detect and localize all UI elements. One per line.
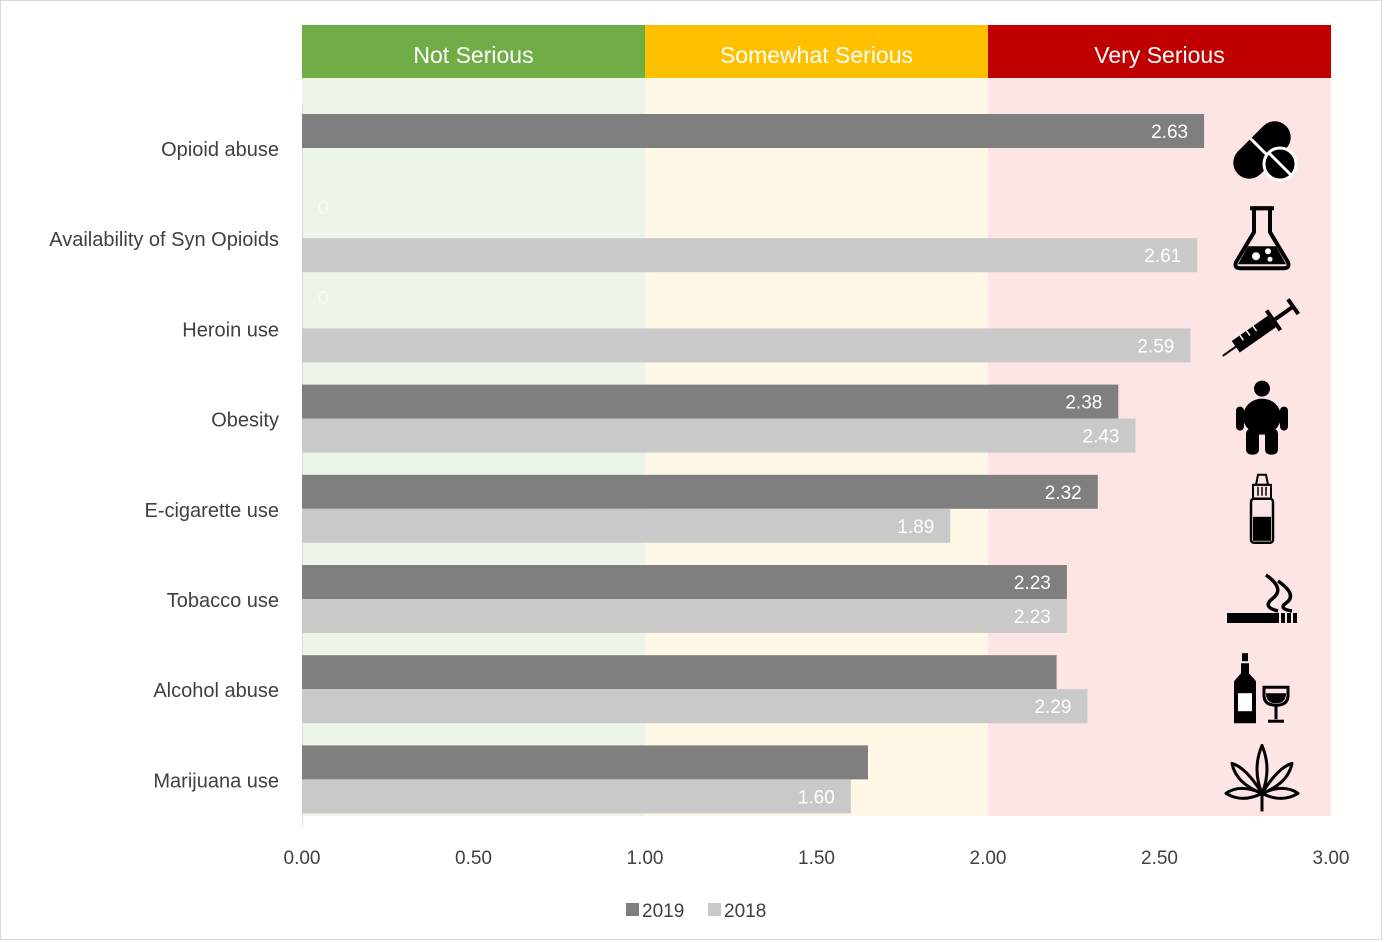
- syringe-plunger-head: [1286, 298, 1300, 316]
- x-tick-label: 2.50: [1141, 848, 1178, 869]
- flask-icon: [1233, 206, 1291, 271]
- person-leg: [1246, 428, 1259, 455]
- data-label-2019: 0: [318, 198, 329, 219]
- bar-2018: [302, 328, 1191, 363]
- data-label-2018: 2.59: [1137, 336, 1174, 357]
- syringe-tick: [1239, 334, 1245, 341]
- bar-2019: [302, 114, 1205, 148]
- bar-2018: [302, 779, 851, 814]
- smoke-line: [1276, 579, 1293, 613]
- syringe-tick: [1245, 330, 1251, 337]
- bar-2019: [302, 745, 868, 780]
- cigarette-body: [1227, 613, 1279, 623]
- pills-icon: [1233, 121, 1298, 182]
- flask-bubble: [1267, 256, 1273, 262]
- x-tick-label: 0.00: [284, 848, 321, 869]
- category-label: E-cigarette use: [144, 500, 279, 522]
- syringe-plunger: [1273, 304, 1295, 321]
- x-tick-label: 0.50: [455, 848, 492, 869]
- data-label-2019: 2.38: [1065, 393, 1102, 414]
- flask-bubble: [1265, 248, 1271, 255]
- category-label: Alcohol abuse: [153, 680, 279, 702]
- syringe-flange: [1264, 309, 1282, 332]
- band-header: [645, 25, 988, 78]
- data-label-2019: 2.23: [1014, 573, 1051, 594]
- tablet-score: [1267, 151, 1293, 177]
- wine-glass-bowl: [1262, 685, 1290, 707]
- legend-swatch-2018: [708, 903, 721, 916]
- wine-in-glass: [1266, 693, 1286, 704]
- cigarette-tip: [1281, 613, 1285, 623]
- data-label-2018: 2.61: [1144, 246, 1181, 267]
- person-arm: [1280, 406, 1288, 431]
- category-label: Obesity: [211, 410, 279, 432]
- flask-bubble: [1252, 252, 1260, 261]
- bar-2018: [302, 599, 1067, 633]
- person-torso: [1243, 398, 1281, 435]
- person-leg: [1265, 428, 1278, 455]
- flask-outline: [1233, 206, 1291, 271]
- category-label: Marijuana use: [153, 770, 279, 792]
- cigarette-icon: [1227, 573, 1297, 623]
- category-label: Heroin use: [182, 319, 279, 341]
- band-header-label: Somewhat Serious: [720, 42, 913, 68]
- bottle-liquid: [1253, 516, 1271, 541]
- syringe-barrel: [1231, 315, 1276, 353]
- leaf-blade: [1260, 786, 1300, 800]
- bar-2018: [302, 238, 1198, 273]
- wine-bottle-glass-icon: [1234, 653, 1290, 724]
- flask-liquid: [1238, 246, 1286, 265]
- band-header: [988, 25, 1331, 78]
- leaf-blade: [1260, 761, 1294, 795]
- syringe-icon: [1222, 298, 1300, 357]
- data-label-2018: 2.43: [1083, 427, 1120, 448]
- smoke-line: [1264, 573, 1280, 613]
- person-head: [1254, 380, 1270, 397]
- x-tick-label: 1.00: [627, 848, 664, 869]
- cigarette-tip: [1293, 613, 1297, 623]
- category-label: Opioid abuse: [161, 139, 279, 161]
- x-tick-label: 1.50: [798, 848, 835, 869]
- data-label-2019: 2.32: [1045, 483, 1082, 504]
- category-label: Availability of Syn Opioids: [49, 229, 279, 251]
- data-label-2018: 1.89: [897, 517, 934, 538]
- bottle-body: [1249, 497, 1275, 545]
- bar-2018: [302, 508, 951, 543]
- leaf-blade: [1230, 761, 1264, 795]
- x-tick-label: 2.00: [970, 848, 1007, 869]
- e-liquid-bottle-icon: [1249, 473, 1275, 545]
- data-label-2019: 0: [318, 288, 329, 309]
- leaf-blade: [1224, 786, 1264, 800]
- bottle-label: [1238, 693, 1252, 712]
- person-arm: [1236, 406, 1244, 431]
- bar-2019: [302, 474, 1098, 509]
- band-header: [302, 25, 645, 78]
- leaf-blade: [1255, 743, 1269, 795]
- syringe-tick: [1252, 325, 1258, 332]
- obese-person-icon: [1236, 380, 1288, 455]
- data-label-2018: 2.23: [1014, 607, 1051, 628]
- bar-2018: [302, 689, 1088, 724]
- bottle-neck-top: [1242, 653, 1248, 662]
- syringe-needle: [1222, 345, 1237, 357]
- category-label: Tobacco use: [167, 590, 279, 612]
- syringe-shape: [1222, 298, 1300, 357]
- bar-2019: [302, 565, 1067, 599]
- cigarette-tip: [1287, 613, 1291, 623]
- legend-label-2018: 2018: [724, 901, 766, 922]
- x-tick-label: 3.00: [1313, 848, 1350, 869]
- bar-2019: [302, 655, 1057, 690]
- band-header-label: Not Serious: [413, 42, 533, 68]
- data-label-2019: 2.63: [1151, 122, 1188, 143]
- legend-swatch-2019: [626, 903, 639, 916]
- legend-label-2019: 2019: [642, 901, 684, 922]
- bar-2019: [302, 384, 1119, 419]
- bar-2018: [302, 418, 1136, 453]
- data-label-2018: 1.60: [798, 787, 835, 808]
- band-header-label: Very Serious: [1094, 42, 1224, 68]
- data-label-2018: 2.29: [1034, 697, 1071, 718]
- cannabis-leaf-icon: [1224, 743, 1300, 812]
